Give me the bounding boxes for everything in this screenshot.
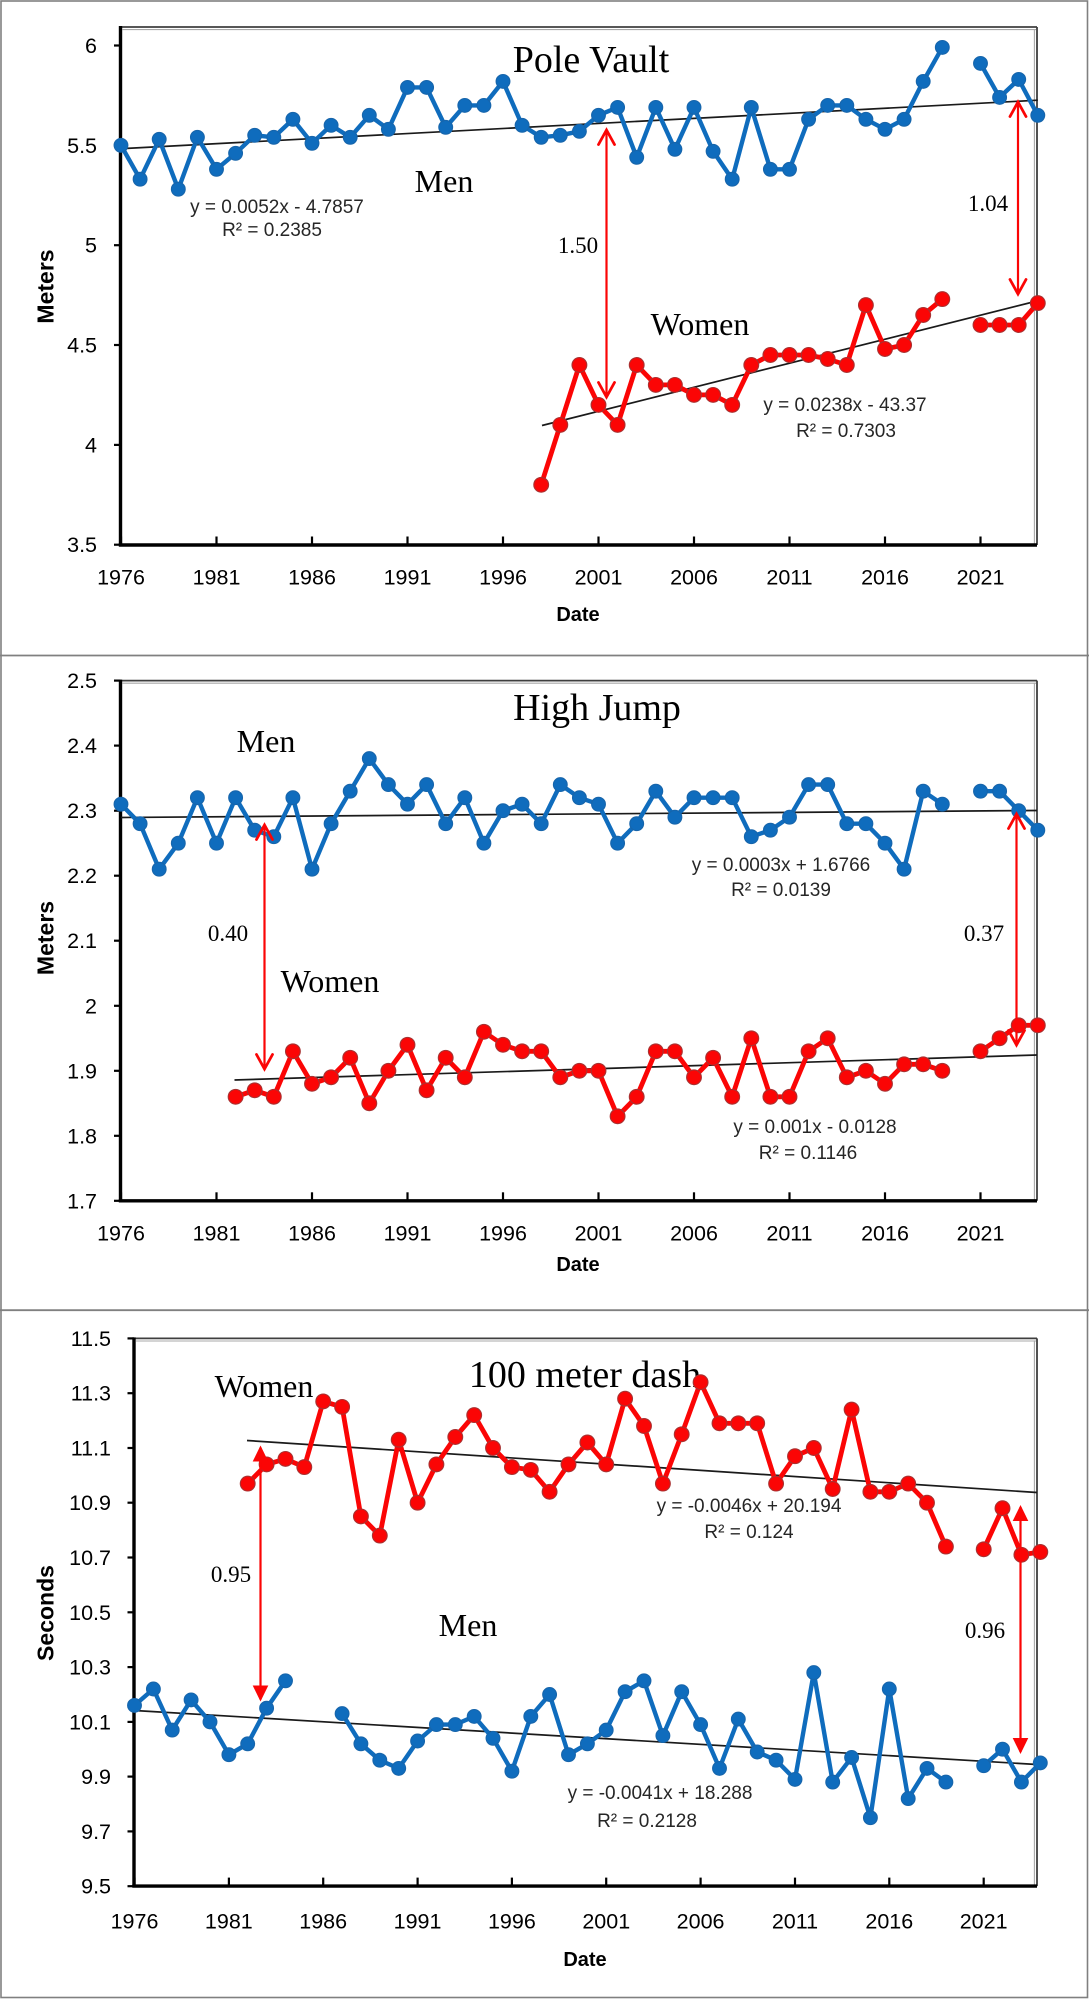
svg-text:1996: 1996	[479, 1222, 527, 1246]
svg-text:Women: Women	[281, 963, 380, 999]
svg-text:2.5: 2.5	[67, 669, 97, 693]
svg-text:High Jump: High Jump	[513, 687, 681, 729]
svg-text:0.95: 0.95	[211, 1562, 251, 1587]
svg-text:4.5: 4.5	[67, 334, 97, 358]
svg-text:10.1: 10.1	[69, 1710, 111, 1734]
svg-text:2006: 2006	[670, 1222, 718, 1246]
svg-text:y = 0.001x - 0.0128: y = 0.001x - 0.0128	[733, 1117, 896, 1138]
svg-text:R² = 0.7303: R² = 0.7303	[796, 421, 896, 442]
svg-text:1981: 1981	[205, 1910, 253, 1934]
svg-text:2006: 2006	[677, 1910, 725, 1934]
svg-text:9.5: 9.5	[81, 1875, 111, 1899]
svg-text:5.5: 5.5	[67, 134, 97, 158]
svg-text:11.5: 11.5	[71, 1327, 111, 1351]
svg-text:6: 6	[85, 34, 97, 58]
svg-text:10.3: 10.3	[69, 1656, 111, 1680]
svg-text:R² = 0.2385: R² = 0.2385	[222, 220, 322, 241]
svg-text:4: 4	[85, 433, 97, 457]
svg-text:0.40: 0.40	[208, 921, 248, 946]
svg-text:Meters: Meters	[33, 249, 59, 323]
svg-text:2011: 2011	[766, 1222, 812, 1246]
svg-text:2: 2	[85, 994, 97, 1018]
svg-text:1981: 1981	[193, 566, 241, 590]
svg-text:1986: 1986	[299, 1910, 347, 1934]
svg-text:Men: Men	[415, 163, 474, 199]
svg-text:1991: 1991	[394, 1910, 442, 1934]
svg-text:Men: Men	[237, 723, 296, 759]
svg-text:1.04: 1.04	[968, 191, 1009, 216]
svg-text:2.4: 2.4	[67, 734, 97, 758]
svg-text:2021: 2021	[957, 566, 1005, 590]
svg-text:1981: 1981	[193, 1222, 241, 1246]
svg-text:2021: 2021	[957, 1222, 1005, 1246]
svg-text:11.1: 11.1	[71, 1436, 111, 1460]
svg-text:5: 5	[85, 234, 97, 258]
svg-text:2011: 2011	[772, 1910, 818, 1934]
svg-text:y = 0.0052x - 4.7857: y = 0.0052x - 4.7857	[190, 197, 364, 218]
svg-text:2.3: 2.3	[67, 799, 97, 823]
svg-text:2.1: 2.1	[67, 929, 97, 953]
svg-text:Seconds: Seconds	[33, 1565, 59, 1661]
svg-text:11.3: 11.3	[71, 1382, 111, 1406]
svg-text:1996: 1996	[479, 566, 527, 590]
svg-text:1986: 1986	[288, 1222, 336, 1246]
svg-text:3.5: 3.5	[67, 533, 97, 557]
svg-text:y = -0.0046x + 20.194: y = -0.0046x + 20.194	[657, 1496, 842, 1517]
svg-text:R² = 0.124: R² = 0.124	[704, 1522, 794, 1543]
svg-text:1.50: 1.50	[558, 233, 598, 258]
svg-text:1976: 1976	[97, 1222, 145, 1246]
svg-text:Pole Vault: Pole Vault	[513, 39, 670, 81]
svg-text:2016: 2016	[865, 1910, 913, 1934]
svg-text:10.5: 10.5	[69, 1601, 111, 1625]
svg-text:1.8: 1.8	[67, 1124, 97, 1148]
svg-text:10.7: 10.7	[69, 1546, 111, 1570]
svg-text:100 meter dash: 100 meter dash	[469, 1354, 701, 1396]
svg-text:Date: Date	[556, 1254, 599, 1276]
svg-text:2006: 2006	[670, 566, 718, 590]
svg-text:2001: 2001	[582, 1910, 630, 1934]
svg-text:y = 0.0003x + 1.6766: y = 0.0003x + 1.6766	[692, 855, 871, 876]
svg-text:1991: 1991	[384, 566, 432, 590]
svg-text:Date: Date	[563, 1949, 606, 1971]
svg-text:1976: 1976	[97, 566, 145, 590]
svg-text:9.9: 9.9	[81, 1765, 111, 1789]
svg-text:Meters: Meters	[33, 901, 59, 975]
svg-text:1991: 1991	[384, 1222, 432, 1246]
svg-text:y = 0.0238x - 43.37: y = 0.0238x - 43.37	[763, 395, 926, 416]
svg-text:1986: 1986	[288, 566, 336, 590]
svg-text:1.9: 1.9	[67, 1059, 97, 1083]
svg-text:9.7: 9.7	[81, 1820, 111, 1844]
svg-text:Women: Women	[651, 306, 750, 342]
svg-text:R² = 0.2128: R² = 0.2128	[597, 1811, 697, 1832]
svg-text:1996: 1996	[488, 1910, 536, 1934]
svg-text:R² = 0.1146: R² = 0.1146	[759, 1143, 857, 1164]
svg-text:R² = 0.0139: R² = 0.0139	[731, 880, 831, 901]
svg-text:2016: 2016	[861, 1222, 909, 1246]
svg-text:2021: 2021	[960, 1910, 1008, 1934]
svg-text:10.9: 10.9	[69, 1491, 111, 1515]
svg-text:2001: 2001	[575, 566, 623, 590]
svg-text:2011: 2011	[766, 566, 812, 590]
svg-text:Date: Date	[556, 604, 599, 626]
svg-text:2.2: 2.2	[67, 864, 97, 888]
svg-text:2016: 2016	[861, 566, 909, 590]
svg-text:1.7: 1.7	[67, 1189, 97, 1213]
svg-text:0.96: 0.96	[965, 1618, 1005, 1643]
svg-text:2001: 2001	[575, 1222, 623, 1246]
svg-text:Women: Women	[215, 1368, 314, 1404]
svg-text:y = -0.0041x + 18.288: y = -0.0041x + 18.288	[568, 1783, 753, 1804]
svg-text:1976: 1976	[111, 1910, 159, 1934]
svg-text:Men: Men	[439, 1607, 498, 1643]
svg-text:0.37: 0.37	[964, 921, 1004, 946]
